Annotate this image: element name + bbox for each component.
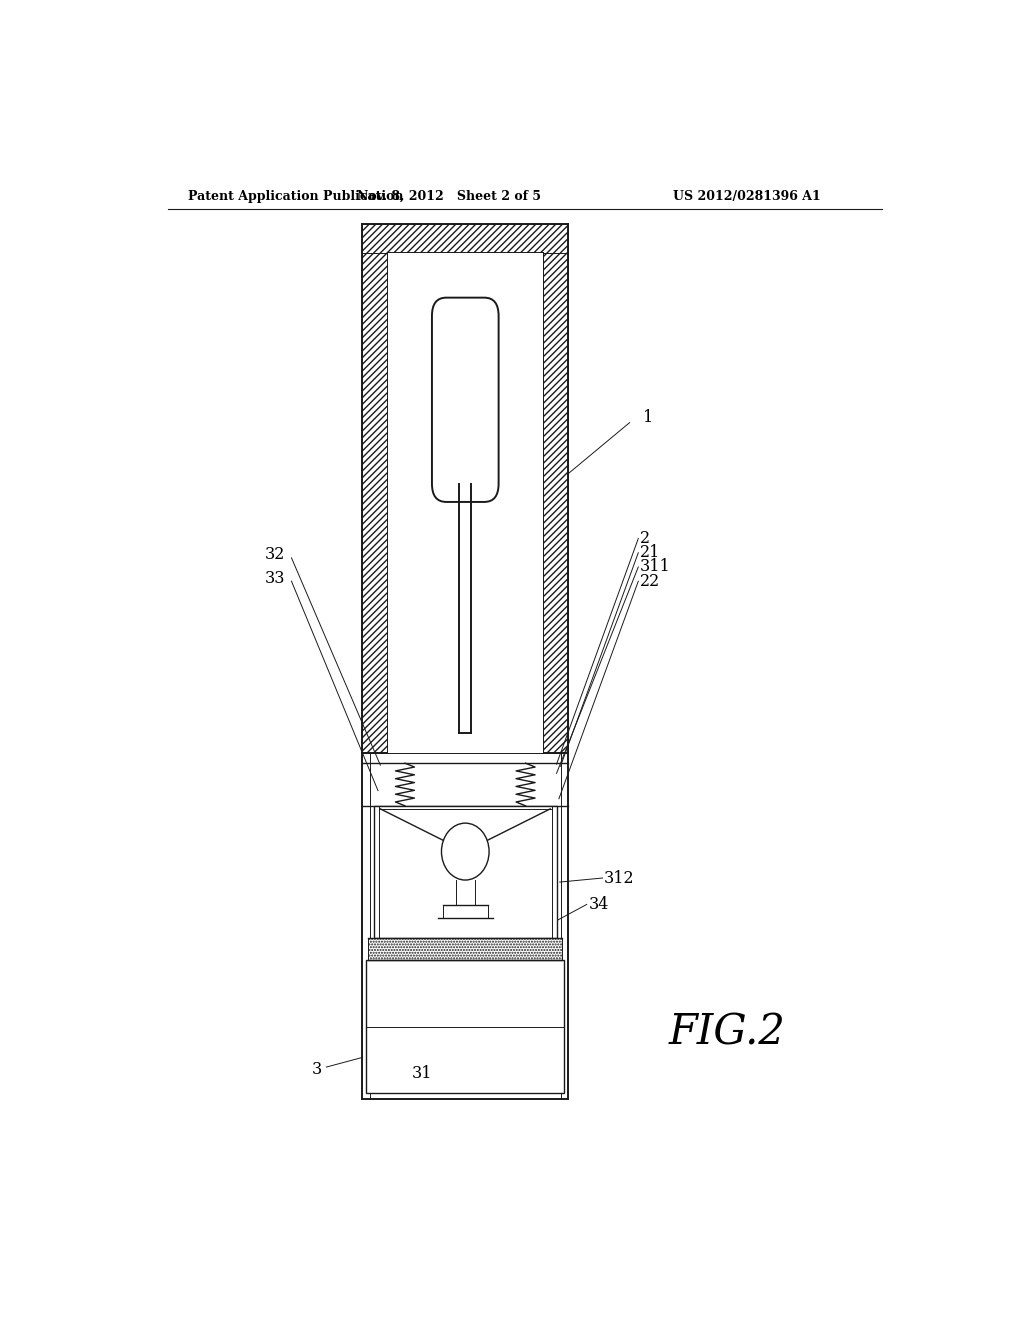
Text: 312: 312 bbox=[604, 870, 635, 887]
Text: 34: 34 bbox=[588, 896, 608, 913]
Bar bbox=[387, 253, 543, 752]
Bar bbox=[367, 961, 564, 1093]
Bar bbox=[362, 224, 387, 752]
Text: 33: 33 bbox=[264, 570, 285, 586]
Bar bbox=[369, 939, 562, 961]
Ellipse shape bbox=[441, 824, 489, 880]
Text: Patent Application Publication: Patent Application Publication bbox=[187, 190, 403, 202]
Text: 3: 3 bbox=[311, 1060, 322, 1077]
Text: 21: 21 bbox=[640, 544, 660, 561]
FancyBboxPatch shape bbox=[432, 297, 499, 502]
Text: 31: 31 bbox=[412, 1065, 432, 1081]
Text: US 2012/0281396 A1: US 2012/0281396 A1 bbox=[673, 190, 821, 202]
Text: 22: 22 bbox=[640, 573, 660, 590]
Bar bbox=[362, 224, 568, 253]
Bar bbox=[543, 224, 568, 752]
Text: 32: 32 bbox=[264, 546, 285, 564]
Text: FIG.2: FIG.2 bbox=[669, 1011, 785, 1053]
Text: Nov. 8, 2012   Sheet 2 of 5: Nov. 8, 2012 Sheet 2 of 5 bbox=[357, 190, 542, 202]
Bar bbox=[374, 805, 557, 939]
Text: 311: 311 bbox=[640, 558, 671, 576]
Text: 2: 2 bbox=[640, 531, 650, 546]
Text: 1: 1 bbox=[643, 409, 653, 426]
